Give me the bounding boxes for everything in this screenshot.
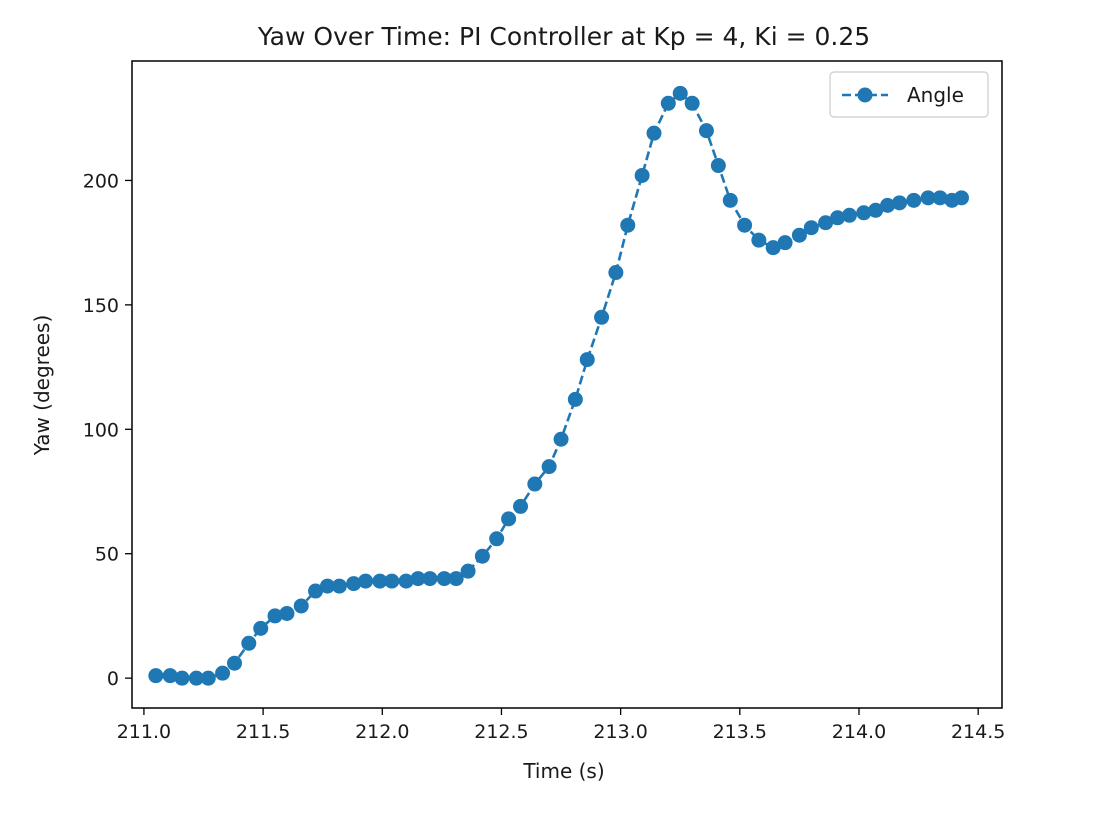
data-point — [765, 240, 781, 256]
data-point — [634, 167, 650, 183]
x-tick-label: 211.5 — [236, 721, 290, 743]
data-point — [489, 531, 505, 547]
data-point — [856, 205, 872, 221]
data-point — [541, 459, 557, 475]
data-point — [579, 352, 595, 368]
data-point — [384, 573, 400, 589]
data-point — [953, 190, 969, 206]
data-point — [594, 309, 610, 325]
x-tick-label: 213.5 — [713, 721, 767, 743]
data-point — [474, 548, 490, 564]
data-point — [501, 511, 517, 527]
data-point — [751, 232, 767, 248]
data-point — [460, 563, 476, 579]
data-point — [698, 123, 714, 139]
data-point — [906, 192, 922, 208]
data-point — [346, 576, 362, 592]
data-point — [646, 125, 662, 141]
data-point — [188, 670, 204, 686]
data-point — [722, 192, 738, 208]
data-point — [162, 668, 178, 684]
data-point — [358, 573, 374, 589]
data-point — [279, 605, 295, 621]
data-point — [293, 598, 309, 614]
legend-label: Angle — [907, 83, 964, 107]
data-point — [398, 573, 414, 589]
data-point — [620, 217, 636, 233]
y-tick-label: 200 — [83, 170, 119, 192]
data-point — [215, 665, 231, 681]
x-tick-label: 211.0 — [117, 721, 171, 743]
data-point — [684, 95, 700, 111]
x-axis-label: Time (s) — [522, 759, 604, 783]
data-point — [920, 190, 936, 206]
y-tick-label: 150 — [83, 295, 119, 317]
data-point — [200, 670, 216, 686]
y-tick-label: 0 — [107, 668, 119, 690]
data-point — [226, 655, 242, 671]
data-point — [803, 220, 819, 236]
data-point — [892, 195, 908, 211]
data-point — [777, 235, 793, 251]
y-tick-label: 100 — [83, 419, 119, 441]
x-tick-label: 213.0 — [593, 721, 647, 743]
data-point — [672, 85, 688, 101]
data-point — [448, 571, 464, 587]
x-tick-label: 212.5 — [474, 721, 528, 743]
x-tick-label: 212.0 — [355, 721, 409, 743]
data-point — [608, 265, 624, 281]
data-point — [737, 217, 753, 233]
data-point — [308, 583, 324, 599]
data-point — [436, 571, 452, 587]
data-point — [932, 190, 948, 206]
data-point — [319, 578, 335, 594]
data-point — [372, 573, 388, 589]
data-point — [567, 391, 583, 407]
x-tick-label: 214.5 — [951, 721, 1005, 743]
data-point — [791, 227, 807, 243]
data-point — [267, 608, 283, 624]
data-point — [241, 635, 257, 651]
y-axis-label: Yaw (degrees) — [30, 315, 54, 457]
legend-marker-swatch — [857, 87, 873, 103]
data-point — [527, 476, 543, 492]
data-point — [422, 571, 438, 587]
axes-frame — [131, 60, 1003, 709]
data-point — [174, 670, 190, 686]
legend: Angle — [829, 71, 989, 118]
axes: 211.0 211.5 212.0 212.5 213.0 213.5 214.0 214.5… — [83, 60, 1005, 743]
data-point — [410, 571, 426, 587]
y-tick-label: 50 — [95, 544, 119, 566]
data-point — [331, 578, 347, 594]
data-point — [818, 215, 834, 231]
data-point — [148, 668, 164, 684]
data-point — [513, 498, 529, 514]
data-point — [253, 620, 269, 636]
data-point — [660, 95, 676, 111]
data-point — [841, 207, 857, 223]
data-point — [830, 210, 846, 226]
plot-area — [148, 85, 969, 686]
x-tick-label: 214.0 — [832, 721, 886, 743]
data-point — [880, 197, 896, 213]
data-point — [710, 158, 726, 174]
legend-box — [829, 71, 989, 118]
data-point — [553, 431, 569, 447]
chart-title: Yaw Over Time: PI Controller at Kp = 4, … — [257, 22, 870, 51]
data-point — [868, 202, 884, 218]
